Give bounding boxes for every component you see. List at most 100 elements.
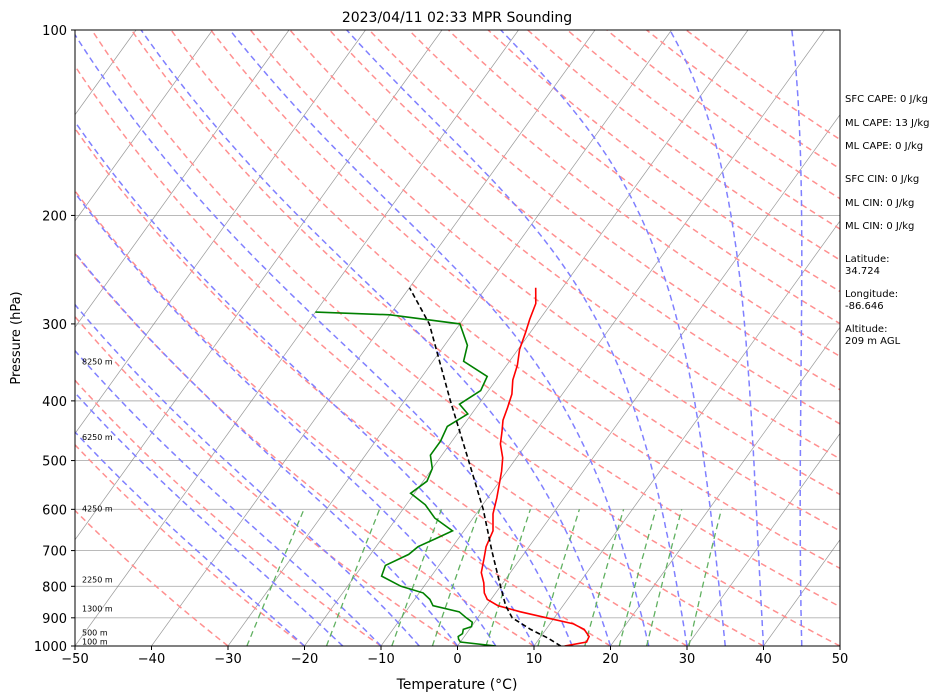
moist-adiabat-line — [75, 120, 535, 646]
moist-adiabat-line — [75, 430, 305, 646]
moist-adiabat-line — [75, 191, 497, 646]
x-tick-label: 30 — [679, 652, 696, 667]
dry-adiabat-line — [75, 64, 764, 646]
parcel-profile-line — [408, 287, 562, 646]
moist-adiabat-line — [75, 391, 344, 646]
dry-adiabat-line — [170, 30, 840, 570]
x-axis-label: Temperature (°C) — [396, 677, 518, 693]
isotherm-line — [75, 30, 519, 646]
temperature-profile-line — [480, 287, 591, 646]
isotherm-line — [380, 30, 825, 646]
isobar-gridlines — [75, 30, 840, 646]
moist-adiabat-line — [229, 30, 650, 646]
moist-adiabat-line — [140, 30, 612, 646]
mixing-ratio-line — [391, 509, 443, 646]
mixing-ratio-line — [485, 509, 532, 646]
x-tick-label: −10 — [367, 652, 394, 667]
y-tick-label: 900 — [42, 612, 67, 627]
isotherm-line — [304, 30, 749, 646]
y-axis-ticks: 100 200 300 400 500 600 700 800 900 1000 — [34, 24, 75, 655]
y-tick-label: 500 — [42, 455, 67, 470]
moist-adiabat-line — [75, 303, 420, 646]
moist-adiabat-line — [346, 30, 688, 646]
mixing-ratio-line — [325, 509, 381, 646]
sfc-cape-text: SFC CAPE: 0 J/kg — [845, 94, 928, 105]
isotherm-line — [75, 30, 443, 541]
chart-title: 2023/04/11 02:33 MPR Sounding — [342, 10, 572, 26]
isotherm-line — [227, 30, 672, 646]
x-tick-label: 40 — [755, 652, 772, 667]
isotherm-line — [457, 114, 840, 646]
mixing-ratio-lines — [246, 509, 723, 646]
mixing-ratio-line — [645, 509, 683, 646]
dry-adiabat-line — [210, 30, 840, 532]
dewpoint-profile-line — [315, 311, 496, 646]
y-tick-label: 400 — [42, 395, 67, 410]
isotherm-line — [610, 326, 840, 646]
isotherm-line — [686, 432, 840, 646]
mixing-ratio-line — [431, 509, 481, 646]
moist-adiabat-line — [75, 33, 573, 646]
height-label: 6250 m — [82, 433, 113, 442]
moist-adiabat-line — [669, 30, 765, 646]
dry-adiabat-line — [91, 30, 840, 646]
dry-adiabat-line — [75, 252, 535, 646]
y-tick-label: 300 — [42, 318, 67, 333]
isotherm-line — [75, 30, 290, 328]
mixing-ratio-line — [688, 509, 723, 646]
dry-adiabat-line — [75, 379, 382, 646]
y-axis-label: Pressure (hPa) — [9, 291, 24, 384]
moist-adiabats — [75, 30, 803, 646]
dry-adiabat-line — [408, 30, 840, 358]
ml-cape-text-2: ML CAPE: 0 J/kg — [845, 141, 923, 152]
mixing-ratio-line — [246, 509, 305, 646]
dry-adiabat-line — [75, 127, 688, 646]
y-tick-label: 100 — [42, 24, 67, 39]
y-tick-label: 800 — [42, 580, 67, 595]
height-label: 8250 m — [82, 357, 113, 366]
ml-cape-text: ML CAPE: 13 J/kg — [845, 118, 929, 129]
latitude-value: 34.724 — [845, 266, 880, 277]
latitude-label: Latitude: — [845, 254, 890, 265]
x-tick-label: 10 — [526, 652, 543, 667]
dry-adiabat-line — [685, 30, 840, 141]
moist-adiabat-line — [75, 349, 382, 646]
height-label: 4250 m — [82, 504, 113, 513]
moist-adiabat-line — [75, 251, 459, 646]
x-tick-label: −40 — [138, 652, 165, 667]
height-label: 2250 m — [82, 576, 113, 585]
x-tick-label: 50 — [832, 652, 849, 667]
isotherm-line — [75, 30, 213, 222]
ml-cin-text: ML CIN: 0 J/kg — [845, 198, 914, 209]
sfc-cin-text: SFC CIN: 0 J/kg — [845, 174, 919, 185]
x-tick-label: 0 — [453, 652, 461, 667]
x-tick-label: 20 — [602, 652, 619, 667]
longitude-label: Longitude: — [845, 289, 898, 300]
profile-lines — [315, 287, 591, 646]
x-axis-ticks: −50 −40 −30 −20 −10 0 10 20 30 40 50 — [61, 646, 848, 667]
dry-adiabat-line — [75, 443, 305, 646]
skewed-isotherms — [75, 30, 840, 646]
x-tick-label: −30 — [214, 652, 241, 667]
y-tick-label: 200 — [42, 209, 67, 224]
sounding-annotations: SFC CAPE: 0 J/kg ML CAPE: 13 J/kg ML CAP… — [845, 94, 929, 347]
altitude-label: Altitude: — [845, 324, 887, 335]
plot-frame — [74, 29, 841, 647]
mixing-ratio-line — [618, 509, 657, 646]
dry-adiabat-line — [249, 30, 840, 496]
dry-adiabat-line — [368, 30, 840, 391]
x-tick-label: −50 — [61, 652, 88, 667]
y-tick-label: 600 — [42, 503, 67, 518]
mixing-ratio-line — [537, 509, 581, 646]
isotherm-line — [533, 220, 840, 646]
dry-adiabat-line — [130, 30, 840, 608]
dry-adiabats — [75, 30, 840, 646]
moist-adiabat-line — [500, 30, 727, 646]
dry-adiabat-line — [75, 189, 611, 646]
height-label: 1300 m — [82, 605, 113, 614]
y-tick-label: 1000 — [34, 640, 67, 655]
moist-adiabat-line — [791, 30, 803, 646]
